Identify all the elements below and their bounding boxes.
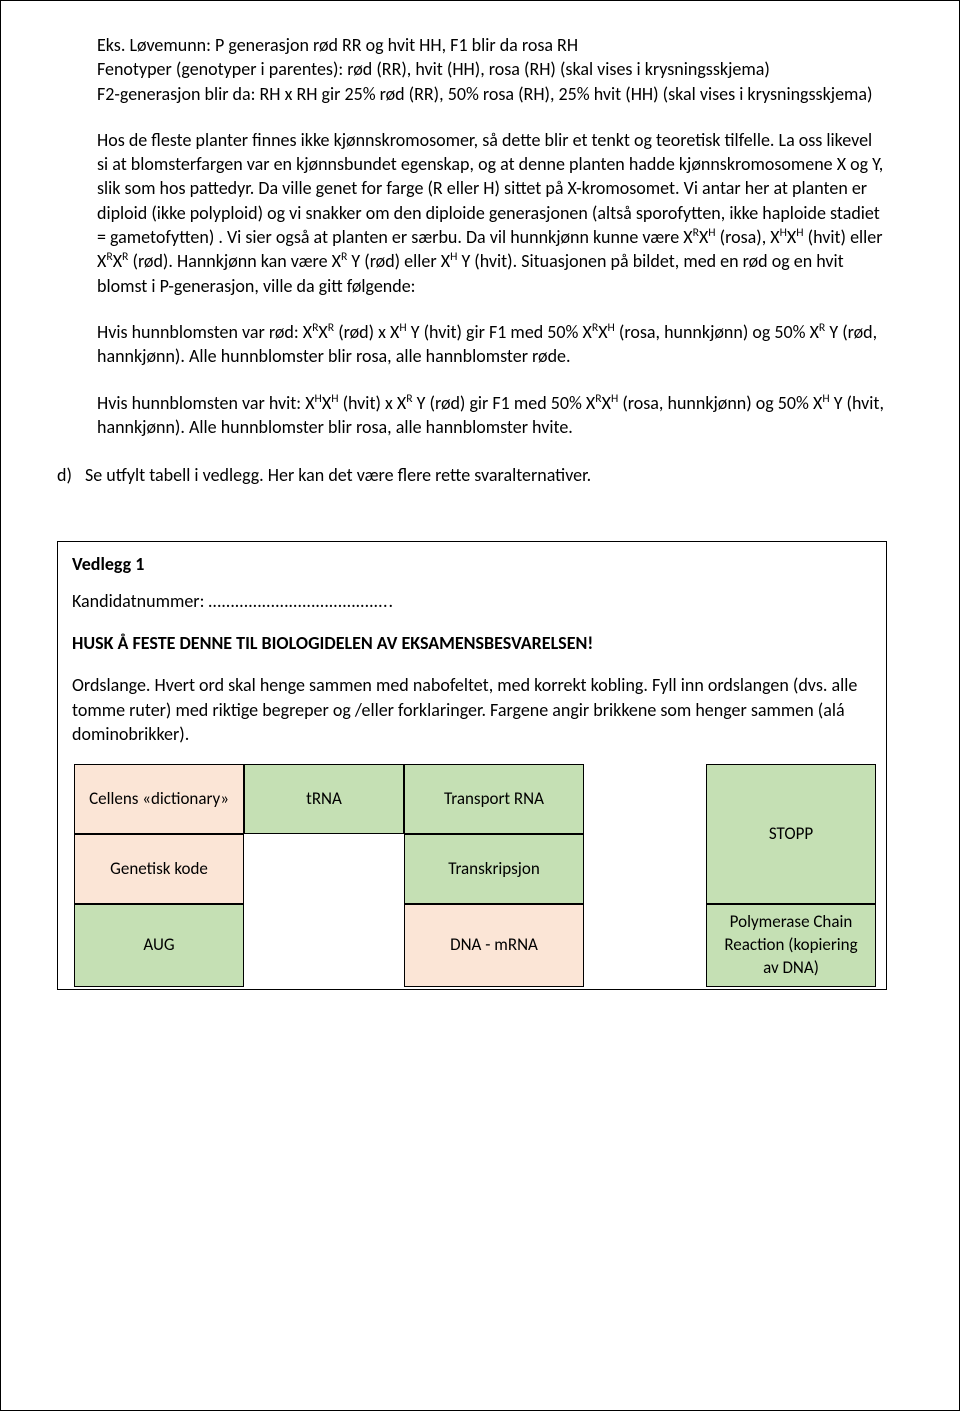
- spacer: [584, 834, 706, 904]
- kandidat-line: Kandidatnummer: …………………………………..: [72, 589, 872, 613]
- sup: R: [328, 321, 334, 335]
- sup: R: [312, 321, 318, 335]
- sup: R: [819, 321, 825, 335]
- kandidat-label: Kandidatnummer:: [72, 590, 208, 612]
- text: (rosa, hunnkjønn) og 50% X: [619, 321, 819, 343]
- sup: H: [708, 226, 715, 240]
- sup: R: [693, 226, 699, 240]
- sup: H: [822, 392, 829, 406]
- sup: R: [595, 392, 601, 406]
- kandidat-dots: …………………………………..: [208, 590, 394, 612]
- cell-6: Transkripsjon: [404, 834, 584, 904]
- cell-8: DNA - mRNA: [404, 904, 584, 987]
- sup: H: [331, 392, 338, 406]
- para-4: Hvis hunnblomsten var hvit: XHXH (hvit) …: [97, 391, 887, 440]
- spacer: [244, 834, 404, 904]
- text: (rød). Hannkjønn kan være X: [132, 250, 340, 272]
- text: Y (rød) eller X: [351, 250, 450, 272]
- text: Eks. Løvemunn: P generasjon rød RR og hv…: [97, 34, 578, 56]
- sup: H: [780, 226, 787, 240]
- spacer: [244, 904, 404, 987]
- cell-5: Genetisk kode: [74, 834, 244, 904]
- text: (rød) x X: [338, 321, 399, 343]
- text: (rosa, hunnkjønn) og 50% X: [622, 392, 822, 414]
- para-2: Hos de fleste planter finnes ikke kjønns…: [97, 128, 887, 298]
- text: Y (hvit) gir F1 med 50% X: [411, 321, 592, 343]
- para-3: Hvis hunnblomsten var rød: XRXR (rød) x …: [97, 320, 887, 369]
- sup: H: [450, 250, 457, 264]
- item-d: d) Se utfylt tabell i vedlegg. Her kan d…: [97, 463, 887, 487]
- text: (rosa), X: [720, 226, 780, 248]
- ordslange-text: Ordslange. Hvert ord skal henge sammen m…: [72, 673, 872, 746]
- sup: R: [122, 250, 128, 264]
- spacer: [584, 904, 706, 987]
- text: (hvit) x X: [343, 392, 407, 414]
- attachment-box: Vedlegg 1 Kandidatnummer: ………………………………….…: [57, 541, 887, 990]
- cell-2: tRNA: [244, 764, 404, 834]
- sup: R: [406, 392, 412, 406]
- cell-7: AUG: [74, 904, 244, 987]
- sup: R: [592, 321, 598, 335]
- attachment-title: Vedlegg 1: [72, 552, 872, 576]
- item-d-text: Se utfylt tabell i vedlegg. Her kan det …: [85, 463, 887, 487]
- text: Y (rød) gir F1 med 50% X: [417, 392, 596, 414]
- sup: H: [796, 226, 803, 240]
- page: Eks. Løvemunn: P generasjon rød RR og hv…: [0, 0, 960, 1411]
- cell-3: Transport RNA: [404, 764, 584, 834]
- text: Hvis hunnblomsten var hvit: X: [97, 392, 315, 414]
- cell-9: Polymerase Chain Reaction (kopiering av …: [706, 904, 876, 987]
- sup: H: [608, 321, 615, 335]
- item-d-label: d): [57, 463, 85, 487]
- text: Fenotyper (genotyper i parentes): rød (R…: [97, 58, 770, 80]
- para-1: Eks. Løvemunn: P generasjon rød RR og hv…: [97, 33, 887, 106]
- sup: H: [611, 392, 618, 406]
- sup: H: [315, 392, 322, 406]
- spacer: [584, 764, 706, 834]
- text: Hvis hunnblomsten var rød: X: [97, 321, 312, 343]
- sup: R: [106, 250, 112, 264]
- husk-line: HUSK Å FESTE DENNE TIL BIOLOGIDELEN AV E…: [72, 631, 872, 655]
- text: F2-generasjon blir da: RH x RH gir 25% r…: [97, 83, 873, 105]
- word-snake-grid: Cellens «dictionary» tRNA Transport RNA …: [74, 764, 870, 987]
- sup: H: [399, 321, 406, 335]
- sup: R: [341, 250, 347, 264]
- cell-stopp: STOPP: [706, 764, 876, 904]
- cell-1: Cellens «dictionary»: [74, 764, 244, 834]
